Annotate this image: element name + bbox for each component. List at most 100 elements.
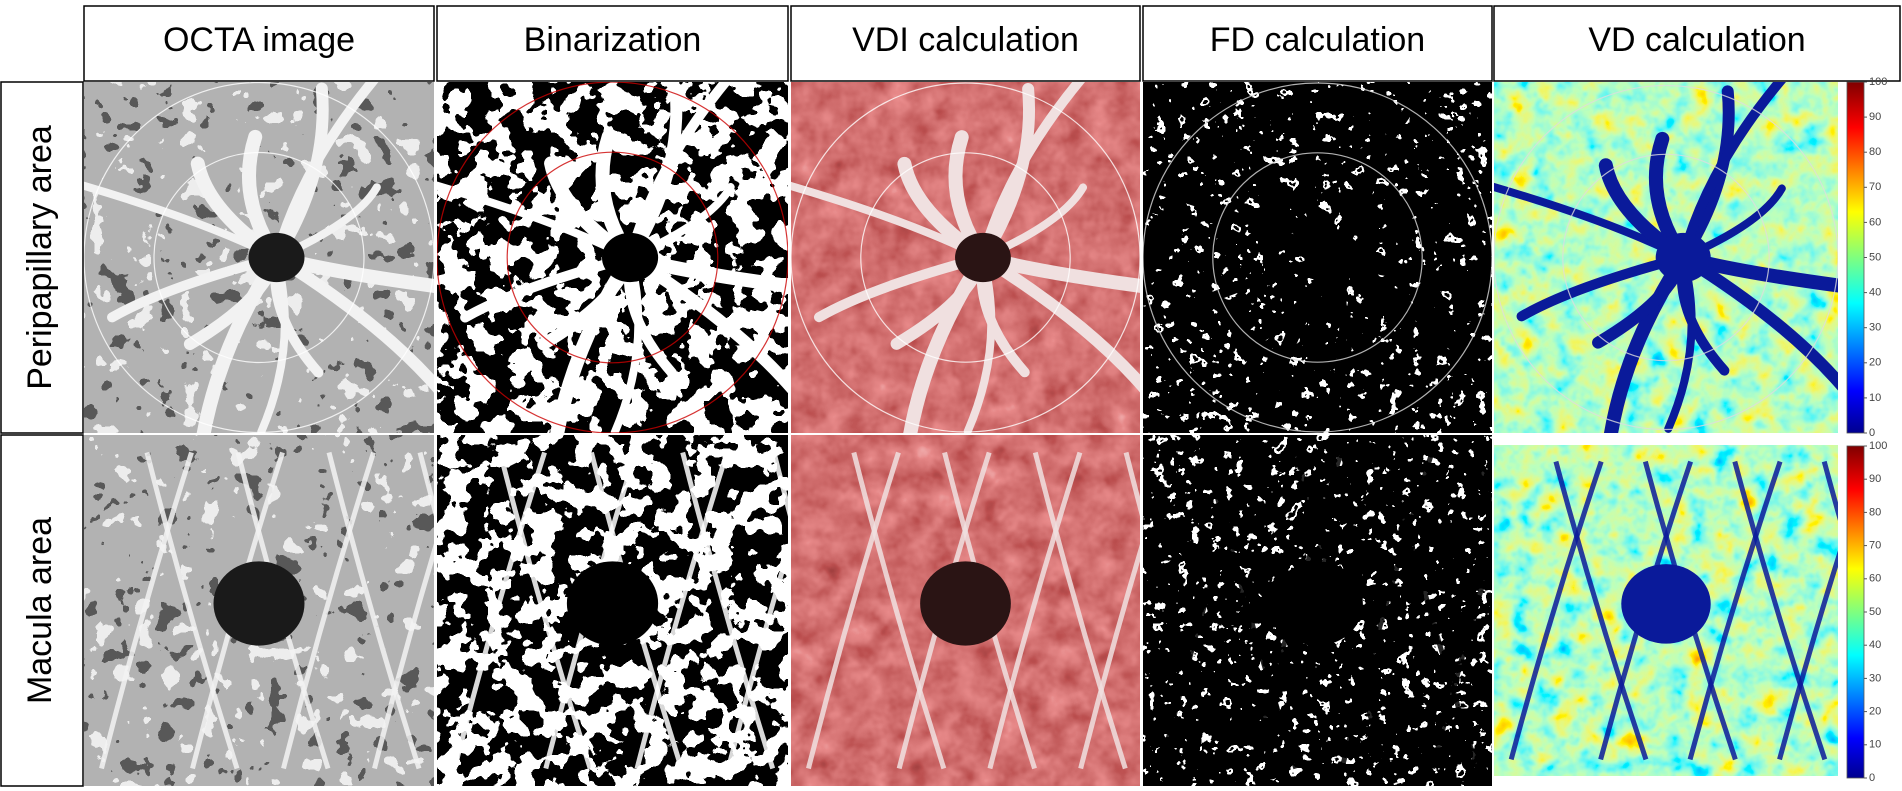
image-panel [84, 435, 434, 786]
colorbar-tick-label: 90 [1869, 473, 1881, 485]
image-panel [437, 82, 788, 433]
colorbar-tick-label: 30 [1869, 322, 1881, 334]
colorbar-tick-label: 100 [1869, 440, 1887, 452]
colorbar-tick-label: 70 [1869, 540, 1881, 552]
vessel [1384, 451, 1480, 770]
image-panel [84, 82, 434, 433]
optic-disc [601, 232, 659, 283]
sector-ring [153, 151, 365, 364]
colorbar-tick-label: 50 [1869, 251, 1881, 263]
vessel [326, 451, 422, 770]
colorbar-tick-label: 60 [1869, 216, 1881, 228]
colorbar-tick-label: 50 [1869, 606, 1881, 618]
optic-disc [1655, 232, 1711, 283]
row-label: Macula area [21, 517, 59, 704]
optic-disc [955, 232, 1011, 283]
sector-ring [1143, 82, 1492, 433]
fovea [566, 561, 659, 646]
optic-disc [248, 232, 305, 283]
vessel [977, 82, 1086, 263]
sector-ring [84, 82, 434, 433]
vessel [624, 251, 788, 394]
colorbar-tick-label: 100 [1869, 76, 1887, 88]
colorbar-tick-label: 0 [1869, 427, 1875, 439]
colorbar-tick-label: 60 [1869, 573, 1881, 585]
colorbar [1846, 445, 1865, 779]
image-panel [1143, 435, 1492, 786]
vessel [1777, 550, 1838, 761]
vessel [1678, 82, 1786, 263]
optic-disc [1307, 232, 1363, 283]
column-header: VD calculation [1588, 21, 1805, 59]
row-label-box [0, 434, 84, 787]
colorbar-tick-label: 30 [1869, 672, 1881, 684]
vessel [1078, 543, 1140, 770]
header-box [790, 5, 1141, 82]
vessel [281, 451, 376, 770]
vessel [144, 451, 240, 770]
colorbar-tick-label: 70 [1869, 181, 1881, 193]
sector-ring [791, 82, 1140, 433]
image-panel [1494, 82, 1838, 433]
vessel [1032, 451, 1128, 770]
column-header: FD calculation [1210, 21, 1425, 59]
fovea [213, 561, 305, 646]
vessel [270, 251, 434, 393]
vessel [1430, 543, 1492, 770]
vessel [625, 82, 732, 263]
vessel [806, 451, 901, 770]
colorbar-tick-label: 40 [1869, 639, 1881, 651]
header-box [83, 5, 435, 82]
vessel [1328, 251, 1492, 393]
vessel [417, 451, 434, 517]
sector-ring [1494, 84, 1838, 431]
row-label: Peripapillary area [21, 125, 59, 390]
header-box [1493, 5, 1901, 82]
vessel [976, 251, 1140, 393]
row-label-box [0, 81, 84, 434]
vessel [1339, 451, 1435, 770]
image-panel [1143, 82, 1492, 433]
image-panel [791, 82, 1140, 433]
fovea [920, 561, 1011, 646]
vessel [1821, 460, 1838, 521]
vessel [1329, 82, 1438, 263]
vessel [771, 451, 788, 517]
vessel [1475, 451, 1492, 517]
colorbar-tick-label: 90 [1869, 111, 1881, 123]
vessel [1687, 460, 1783, 761]
vessel [1732, 460, 1828, 761]
colorbar-tick-label: 10 [1869, 392, 1881, 404]
vessel [271, 82, 379, 263]
vessel [1123, 451, 1140, 517]
vessel [1158, 451, 1253, 770]
vessel [725, 542, 788, 770]
sector-ring [506, 151, 719, 364]
vessel [987, 451, 1083, 770]
colorbar-tick-label: 20 [1869, 706, 1881, 718]
fovea [1621, 564, 1711, 644]
column-header: VDI calculation [852, 21, 1079, 59]
vessel [680, 451, 776, 770]
column-header: Binarization [524, 21, 702, 59]
vessel [1553, 460, 1649, 761]
sector-ring [860, 152, 1071, 363]
vessel [452, 451, 547, 770]
colorbar-tick-label: 0 [1869, 772, 1875, 784]
colorbar-tick-label: 80 [1869, 506, 1881, 518]
colorbar-tick-label: 40 [1869, 287, 1881, 299]
column-header: OCTA image [163, 21, 355, 59]
vessel [634, 451, 730, 770]
image-panel [437, 435, 788, 786]
vessel [99, 451, 194, 770]
vessel [1203, 451, 1299, 770]
colorbar-tick-label: 20 [1869, 357, 1881, 369]
vessel [1677, 251, 1838, 391]
image-panel [791, 435, 1140, 786]
fovea [1272, 561, 1363, 646]
colorbar-tick-label: 10 [1869, 739, 1881, 751]
vessel [1508, 460, 1604, 761]
vessel [372, 543, 434, 770]
